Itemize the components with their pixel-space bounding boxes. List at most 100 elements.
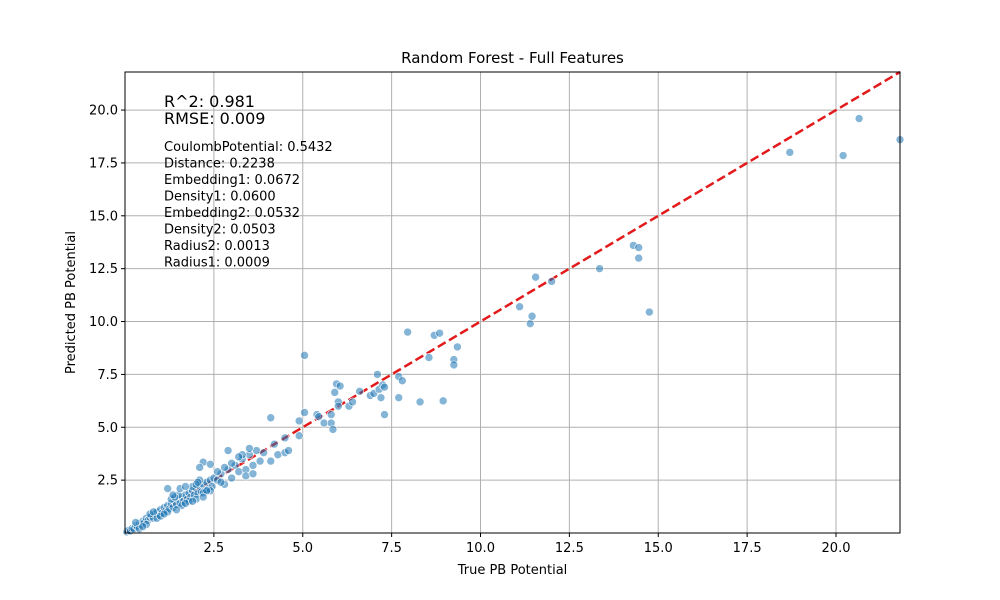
feature-importance-6: Radius2: 0.0013 bbox=[164, 239, 270, 254]
y-tick-label: 17.5 bbox=[89, 156, 118, 171]
data-point bbox=[634, 243, 644, 252]
data-point bbox=[435, 328, 444, 338]
data-point bbox=[220, 463, 229, 472]
y-tick-label: 20.0 bbox=[89, 104, 118, 119]
data-point bbox=[397, 376, 407, 386]
data-point bbox=[234, 452, 244, 462]
scatter-points bbox=[122, 114, 905, 537]
data-point bbox=[245, 444, 254, 453]
feature-importance-4: Embedding2: 0.0532 bbox=[164, 206, 300, 221]
data-point bbox=[449, 360, 459, 370]
data-point bbox=[415, 397, 425, 407]
data-point bbox=[216, 477, 226, 487]
data-point bbox=[248, 461, 258, 470]
data-point bbox=[355, 387, 364, 396]
feature-importance-1: Distance: 0.2238 bbox=[164, 157, 275, 172]
x-tick-label: 17.5 bbox=[733, 541, 762, 556]
data-point bbox=[634, 253, 644, 263]
data-point bbox=[159, 509, 169, 519]
data-point bbox=[294, 416, 304, 426]
data-point bbox=[168, 490, 178, 500]
x-tick-label: 20.0 bbox=[822, 541, 851, 556]
feature-importance-3: Density1: 0.0600 bbox=[164, 190, 276, 205]
feature-importance-5: Density2: 0.0503 bbox=[164, 223, 276, 238]
data-point bbox=[394, 393, 404, 402]
plot-frame bbox=[124, 71, 901, 534]
data-point bbox=[259, 448, 268, 457]
y-axis-ticks: 2.5 5.0 7.5 10.0 12.5 15.0 17.5 20.0 bbox=[89, 104, 125, 489]
y-tick-label: 10.0 bbox=[89, 315, 118, 330]
data-point bbox=[300, 351, 309, 360]
data-point bbox=[424, 353, 434, 362]
data-point bbox=[403, 327, 412, 337]
y-tick-label: 15.0 bbox=[89, 209, 118, 224]
data-point bbox=[373, 370, 382, 379]
feature-importance-0: CoulombPotential: 0.5432 bbox=[164, 140, 333, 155]
data-point bbox=[198, 492, 208, 502]
y-tick-label: 12.5 bbox=[89, 262, 118, 277]
data-point bbox=[248, 469, 258, 479]
data-point bbox=[525, 319, 535, 328]
x-axis-ticks: 2.5 5.0 7.5 10.0 12.5 15.0 17.5 20.0 bbox=[204, 533, 851, 556]
data-point bbox=[515, 302, 524, 312]
data-point bbox=[241, 471, 251, 481]
data-point bbox=[195, 463, 204, 472]
data-point bbox=[527, 311, 537, 321]
data-point bbox=[266, 456, 276, 466]
x-tick-label: 2.5 bbox=[204, 541, 225, 556]
data-point bbox=[193, 477, 203, 487]
data-point bbox=[595, 264, 604, 273]
data-point bbox=[223, 446, 233, 455]
data-point bbox=[380, 410, 389, 419]
data-point bbox=[149, 507, 158, 517]
data-point bbox=[328, 425, 338, 434]
data-point bbox=[163, 484, 172, 493]
data-point bbox=[206, 459, 215, 469]
r2-annotation: R^2: 0.981 bbox=[164, 92, 255, 111]
data-point bbox=[273, 450, 283, 460]
data-point bbox=[838, 151, 848, 160]
y-axis-label: Predicted PB Potential bbox=[64, 231, 79, 374]
feature-importance-7: Radius1: 0.0009 bbox=[164, 256, 270, 271]
feature-importance-2: Embedding1: 0.0672 bbox=[164, 173, 300, 188]
data-point bbox=[188, 496, 197, 506]
reference-line-layer bbox=[124, 70, 901, 535]
data-point bbox=[255, 456, 265, 466]
data-point bbox=[252, 446, 261, 455]
x-axis-label: True PB Potential bbox=[457, 563, 568, 578]
data-point bbox=[266, 413, 276, 423]
data-point bbox=[280, 433, 290, 443]
rmse-annotation: RMSE: 0.009 bbox=[164, 109, 265, 128]
data-point bbox=[785, 148, 795, 157]
data-point bbox=[335, 381, 345, 391]
data-point bbox=[326, 410, 336, 419]
y-tick-label: 5.0 bbox=[97, 421, 118, 436]
chart-title: Random Forest - Full Features bbox=[401, 49, 624, 67]
grid-lines bbox=[125, 72, 900, 533]
y-tick-label: 2.5 bbox=[97, 474, 118, 489]
data-point bbox=[300, 408, 309, 417]
data-point bbox=[314, 412, 324, 421]
data-point bbox=[453, 342, 462, 352]
data-point bbox=[438, 396, 448, 406]
data-point bbox=[531, 272, 540, 282]
x-tick-label: 7.5 bbox=[381, 541, 402, 556]
x-tick-label: 10.0 bbox=[466, 541, 495, 556]
x-tick-label: 12.5 bbox=[555, 541, 584, 556]
data-point bbox=[270, 439, 279, 449]
data-point bbox=[334, 401, 343, 411]
data-point bbox=[854, 114, 864, 123]
data-point bbox=[330, 388, 340, 397]
data-point bbox=[645, 307, 654, 317]
x-tick-label: 5.0 bbox=[292, 541, 313, 556]
x-tick-label: 15.0 bbox=[644, 541, 673, 556]
data-point bbox=[547, 277, 556, 286]
reference-diagonal-line bbox=[124, 70, 901, 535]
data-point bbox=[284, 446, 293, 455]
data-point bbox=[213, 467, 222, 476]
data-point bbox=[181, 482, 190, 491]
data-point bbox=[181, 499, 190, 508]
data-point bbox=[380, 382, 389, 392]
